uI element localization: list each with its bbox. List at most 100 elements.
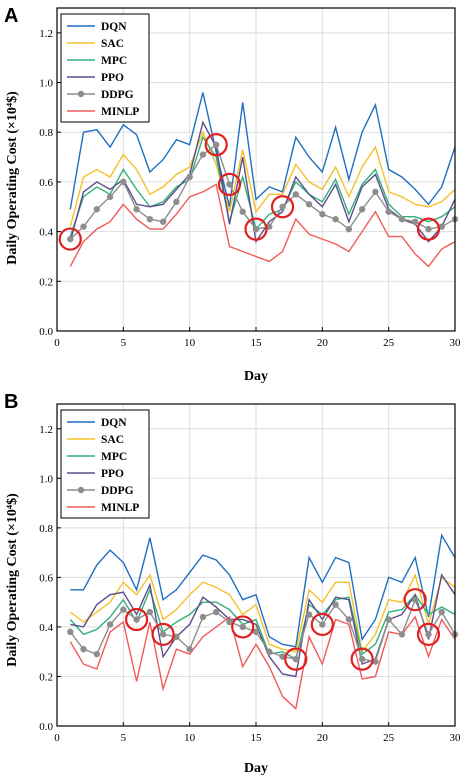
- legend-marker-ddpg: [77, 486, 85, 494]
- highlight-circle: [125, 607, 149, 632]
- legend-box: [60, 409, 150, 519]
- legend-label-minlp: MINLP: [101, 106, 139, 118]
- panel-a-label: A: [4, 5, 18, 27]
- highlight-circle: [217, 172, 242, 197]
- x-tick-label: 15: [251, 337, 263, 349]
- ddpg-marker: [385, 208, 392, 215]
- highlight-circle: [151, 622, 175, 646]
- highlight-circle: [270, 195, 295, 219]
- legend-label-dqn: DQN: [101, 21, 127, 33]
- highlight-circle: [416, 622, 441, 646]
- ddpg-marker: [186, 173, 193, 181]
- legend-label-mpc: MPC: [101, 55, 127, 67]
- legend-label-mpc: MPC: [101, 451, 127, 463]
- y-tick-label: 1.0: [39, 78, 53, 90]
- series-line-ddpg: [69, 597, 456, 663]
- ddpg-marker: [425, 631, 432, 638]
- ddpg-marker: [106, 621, 114, 628]
- ddpg-marker: [226, 181, 233, 188]
- ddpg-marker: [67, 235, 74, 243]
- legend-label-ppo: PPO: [101, 468, 124, 480]
- ddpg-marker: [199, 151, 207, 158]
- ddpg-marker: [305, 201, 313, 208]
- legend-label-minlp: MINLP: [101, 502, 139, 514]
- legend-label-sac: SAC: [101, 38, 124, 50]
- ddpg-marker: [345, 616, 353, 623]
- legend-label-dqn: DQN: [101, 417, 127, 429]
- ddpg-marker: [133, 616, 140, 623]
- ddpg-marker: [80, 223, 87, 230]
- ddpg-marker: [159, 218, 167, 225]
- ddpg-marker: [332, 215, 339, 223]
- ddpg-marker: [279, 203, 286, 210]
- ddpg-marker: [412, 596, 419, 603]
- ddpg-marker: [319, 621, 326, 628]
- y-tick-label: 1.2: [39, 424, 53, 436]
- y-tick-label: 1.2: [39, 28, 53, 40]
- ddpg-marker: [159, 631, 167, 638]
- x-tick-label: 5: [121, 337, 127, 349]
- legend-marker-ddpg: [77, 90, 85, 98]
- x-tick-label: 10: [184, 732, 196, 744]
- ddpg-marker: [266, 648, 273, 655]
- x-tick-label: 20: [317, 732, 329, 744]
- highlight-circle: [310, 612, 334, 637]
- series-line-minlp: [69, 615, 456, 711]
- ddpg-marker: [385, 616, 392, 623]
- y-tick-label: 0.4: [39, 227, 53, 239]
- x-tick-label: 5: [121, 732, 127, 744]
- ddpg-marker: [213, 141, 220, 148]
- ddpg-marker: [358, 655, 366, 663]
- highlight-circle: [403, 588, 427, 612]
- panel-b-xlabel: Day: [244, 761, 268, 776]
- panel-b-ylabel: Daily Operating Cost (×10⁴$): [5, 493, 20, 667]
- highlight-circle: [204, 133, 228, 157]
- ddpg-marker: [266, 223, 273, 230]
- highlight-circle: [244, 217, 268, 241]
- ddpg-marker: [213, 608, 220, 616]
- panel-a: A Daily Operating Cost (×10⁴$) Day 0.00.…: [4, 5, 461, 384]
- ddpg-marker: [226, 618, 233, 626]
- legend-label-ddpg: DDPG: [101, 89, 134, 101]
- ddpg-marker: [146, 608, 154, 616]
- ddpg-marker: [438, 608, 445, 616]
- ddpg-marker: [292, 191, 299, 198]
- y-tick-label: 0.6: [39, 572, 53, 584]
- ddpg-marker: [93, 650, 101, 658]
- highlight-circle: [284, 647, 308, 671]
- x-tick-label: 25: [383, 337, 395, 349]
- x-tick-label: 20: [317, 337, 329, 349]
- x-tick-label: 30: [450, 337, 462, 349]
- ddpg-marker: [133, 206, 140, 213]
- ddpg-marker: [332, 601, 339, 608]
- ddpg-marker: [252, 225, 260, 233]
- ddpg-marker: [146, 215, 154, 223]
- series-line-minlp: [69, 183, 456, 268]
- highlight-circle: [416, 217, 441, 241]
- ddpg-marker: [425, 225, 432, 233]
- ddpg-marker: [319, 211, 326, 218]
- ddpg-marker: [173, 198, 180, 205]
- ddpg-marker: [279, 653, 286, 660]
- ddpg-marker: [80, 646, 87, 653]
- series-line-sac: [69, 130, 456, 227]
- panel-b-label: B: [4, 391, 18, 413]
- y-tick-label: 0.8: [39, 523, 53, 535]
- series-line-dqn: [69, 92, 456, 210]
- ddpg-marker: [345, 225, 353, 233]
- highlight-circle: [231, 615, 255, 639]
- legend-label-sac: SAC: [101, 434, 124, 446]
- ddpg-marker: [372, 188, 379, 196]
- ddpg-marker: [120, 178, 127, 186]
- ddpg-marker: [398, 631, 406, 638]
- panel-a-ylabel: Daily Operating Cost (×10⁴$): [5, 91, 20, 265]
- y-tick-label: 0.6: [39, 177, 53, 189]
- highlight-circle: [350, 647, 374, 671]
- y-tick-label: 1.0: [39, 473, 53, 485]
- ddpg-marker: [292, 655, 299, 663]
- y-tick-label: 0.0: [39, 721, 53, 733]
- highlight-circle: [58, 227, 82, 251]
- series-line-dqn: [70, 533, 456, 648]
- y-tick-label: 0.8: [39, 127, 53, 139]
